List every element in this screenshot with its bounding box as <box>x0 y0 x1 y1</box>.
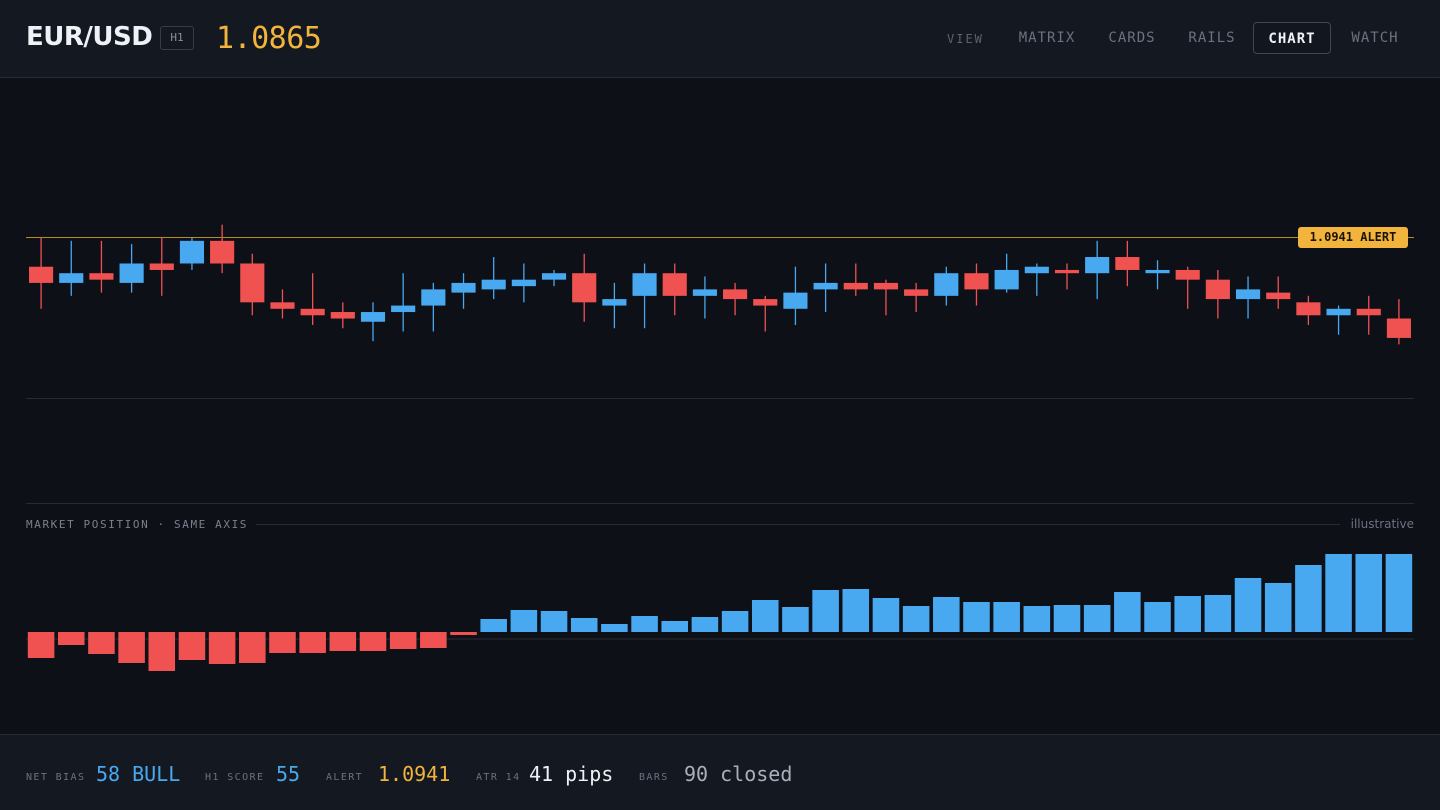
candle-body <box>1356 308 1381 316</box>
candle-body <box>843 282 868 290</box>
section-divider <box>26 503 1414 504</box>
candle-body <box>300 308 325 316</box>
candle-body <box>662 273 687 296</box>
candle-body <box>1085 257 1110 274</box>
candle-body <box>692 289 717 296</box>
score-label: H1 SCORE <box>205 772 265 783</box>
timeframe-badge[interactable]: H1 <box>160 26 194 50</box>
candle-body <box>360 312 386 322</box>
view-nav: VIEW MATRIX CARDS RAILS CHART WATCH <box>0 22 1440 56</box>
position-title-rule <box>256 524 1340 525</box>
alert-price-tag[interactable]: 1.0941 ALERT <box>1298 227 1408 248</box>
alert-line <box>26 237 1414 238</box>
candle-body <box>753 299 778 306</box>
candle-body <box>330 312 355 319</box>
candle-body <box>994 269 1019 290</box>
candle-body <box>89 273 114 280</box>
bars-label: BARS <box>639 772 669 783</box>
candle-body <box>29 266 54 283</box>
candle-body <box>59 273 84 283</box>
net-bias-value: 58 BULL <box>96 762 181 786</box>
candle-body <box>873 282 899 290</box>
tab-rails[interactable]: RAILS <box>1188 30 1236 46</box>
price-chart-baseline <box>26 398 1414 399</box>
candle-body <box>964 273 989 290</box>
candle-body <box>391 305 416 313</box>
alert-value: 1.0941 <box>378 762 451 786</box>
candle-body <box>904 289 929 296</box>
candle-body <box>541 273 567 280</box>
candle-body <box>179 240 205 264</box>
view-label: VIEW <box>947 32 984 46</box>
candle-body <box>481 279 506 290</box>
candle-body <box>783 292 808 309</box>
atr-value: 41 pips <box>529 762 614 786</box>
tab-chart[interactable]: CHART <box>1253 22 1331 54</box>
candle-body <box>119 263 144 283</box>
tab-watch[interactable]: WATCH <box>1351 30 1399 46</box>
candle-body <box>1296 302 1321 316</box>
candle-body <box>451 282 476 293</box>
last-price: 1.0865 <box>216 21 322 56</box>
candle-body <box>1326 308 1351 316</box>
tab-matrix[interactable]: MATRIX <box>1018 30 1076 46</box>
candle-body <box>1386 318 1411 338</box>
candle-body <box>632 273 657 296</box>
alert-label: ALERT <box>326 772 364 783</box>
candle-body <box>1266 292 1291 300</box>
candle-body <box>813 282 838 290</box>
candle-body <box>572 273 597 303</box>
net-bias-label: NET BIAS <box>26 772 86 783</box>
score-value: 55 <box>276 762 301 786</box>
candle-body <box>511 279 536 287</box>
position-chart-title: MARKET POSITION · SAME AXIS <box>26 518 249 531</box>
candle-body <box>723 289 748 300</box>
bars-value: 90 closed <box>684 762 793 786</box>
candle-body <box>149 263 174 270</box>
symbol-title: EUR/USD <box>26 22 153 52</box>
candle-body <box>240 263 265 303</box>
candle-body <box>210 240 235 264</box>
top-bar: EUR/USD H1 1.0865 VIEW MATRIX CARDS RAIL… <box>0 0 1440 78</box>
candle-body <box>1145 269 1170 274</box>
candle-body <box>1054 269 1080 274</box>
candle-body <box>1115 257 1140 270</box>
candle-body <box>602 299 627 306</box>
candle-body <box>1235 289 1261 300</box>
candle-body <box>934 273 959 296</box>
status-footer: NET BIAS 58 BULL H1 SCORE 55 ALERT 1.094… <box>0 734 1440 810</box>
candle-body <box>270 302 295 309</box>
candle-body <box>1175 269 1200 280</box>
candle-body <box>421 289 446 306</box>
candle-body <box>1205 279 1230 300</box>
tab-cards[interactable]: CARDS <box>1108 30 1156 46</box>
candle-body <box>1024 266 1049 274</box>
position-chart-note: illustrative <box>1350 517 1414 531</box>
atr-label: ATR 14 <box>476 772 521 783</box>
